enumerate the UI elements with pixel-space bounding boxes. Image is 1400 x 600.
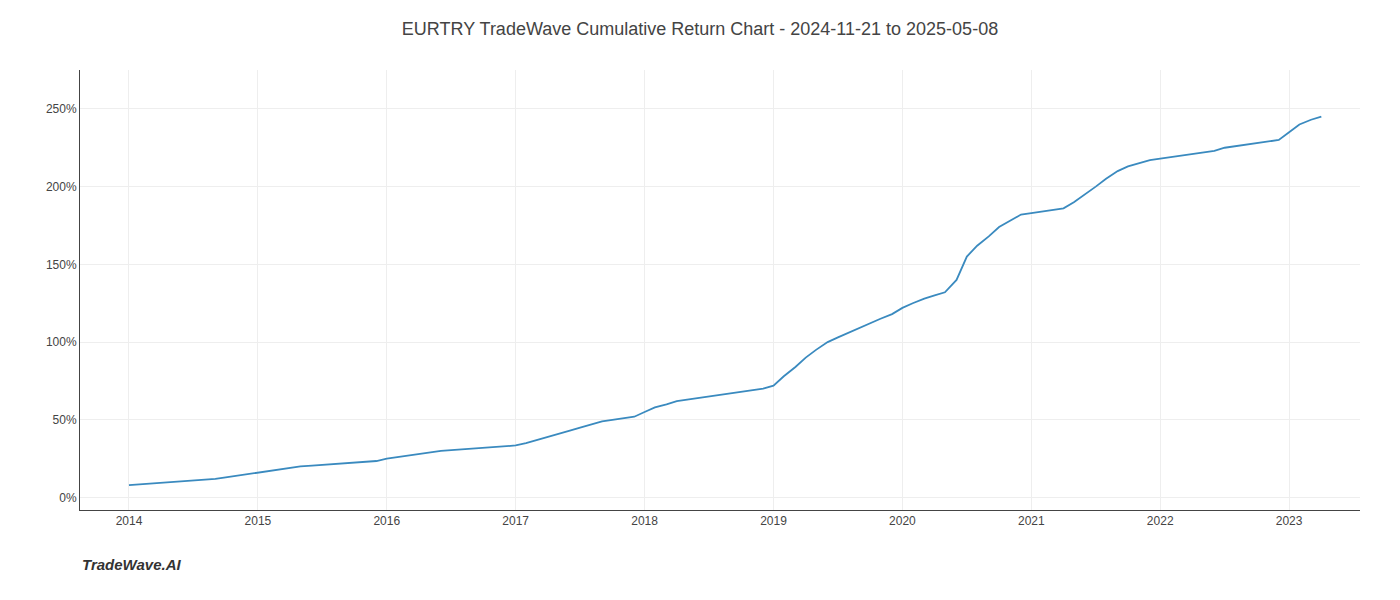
- svg-text:2019: 2019: [760, 514, 787, 528]
- svg-text:2022: 2022: [1147, 514, 1174, 528]
- svg-text:2015: 2015: [245, 514, 272, 528]
- svg-text:EURTRY TradeWave Cumulative Re: EURTRY TradeWave Cumulative Return Chart…: [402, 19, 998, 39]
- svg-text:2020: 2020: [889, 514, 916, 528]
- svg-text:0%: 0%: [59, 491, 77, 505]
- svg-text:2014: 2014: [116, 514, 143, 528]
- svg-text:2017: 2017: [502, 514, 529, 528]
- svg-text:2021: 2021: [1018, 514, 1045, 528]
- svg-text:150%: 150%: [46, 258, 77, 272]
- svg-text:100%: 100%: [46, 335, 77, 349]
- svg-text:250%: 250%: [46, 102, 77, 116]
- svg-text:50%: 50%: [53, 413, 77, 427]
- svg-text:200%: 200%: [46, 180, 77, 194]
- svg-text:2016: 2016: [373, 514, 400, 528]
- svg-text:TradeWave.AI: TradeWave.AI: [82, 556, 181, 573]
- svg-text:2018: 2018: [631, 514, 658, 528]
- svg-text:2023: 2023: [1276, 514, 1303, 528]
